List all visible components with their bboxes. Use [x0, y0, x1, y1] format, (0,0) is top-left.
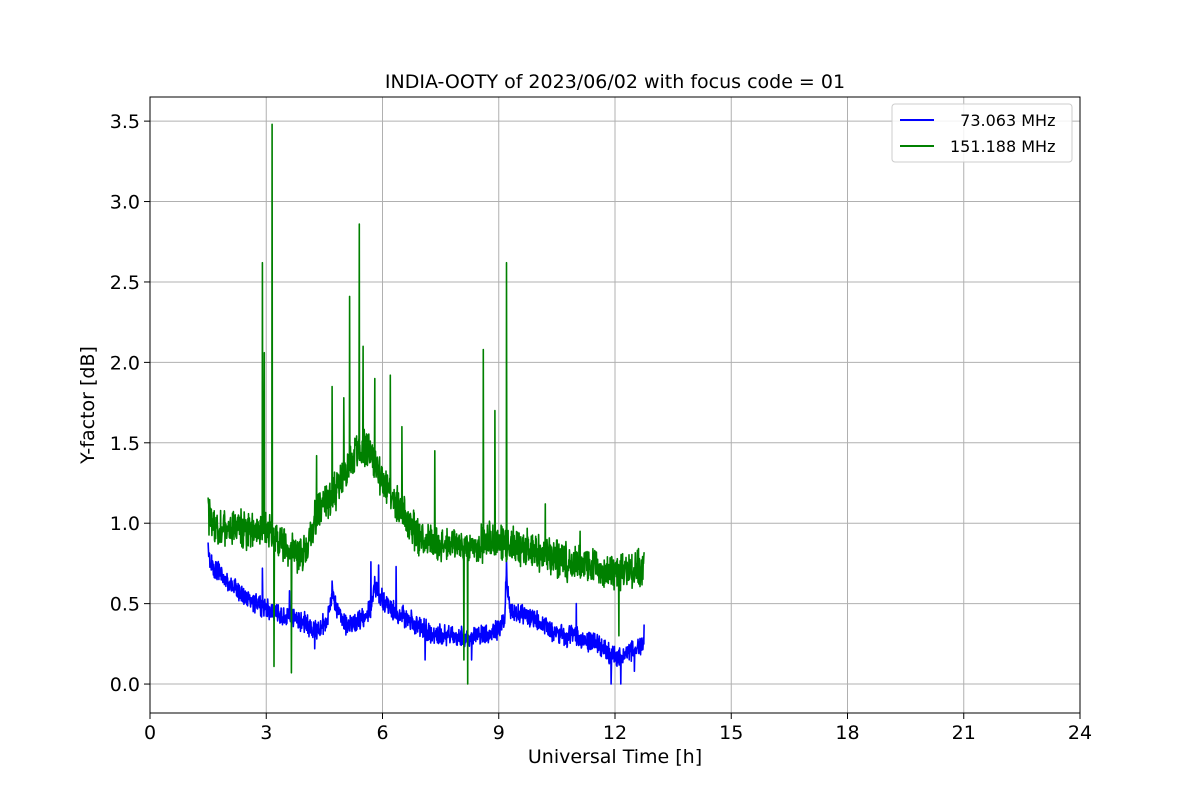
y-tick-label: 0.0 — [110, 674, 140, 696]
chart-title: INDIA-OOTY of 2023/06/02 with focus code… — [385, 71, 845, 93]
x-tick-label: 18 — [835, 722, 859, 744]
y-tick-label: 3.5 — [110, 111, 140, 133]
y-tick-label: 0.5 — [110, 594, 140, 616]
x-tick-label: 9 — [493, 722, 505, 744]
ticks: 0 3 6 9 12 15 18 21 24 0.0 0.5 1.0 1.5 2.0 2.5 3.0 3.5 — [110, 111, 1092, 744]
series-line — [207, 542, 645, 685]
x-tick-label: 6 — [376, 722, 388, 744]
y-tick-label: 2.0 — [110, 352, 140, 374]
y-tick-label: 1.5 — [110, 433, 140, 455]
x-axis-label: Universal Time [h] — [528, 746, 702, 768]
x-tick-label: 12 — [603, 722, 627, 744]
legend-label: 151.188 MHz — [950, 137, 1055, 156]
x-tick-label: 24 — [1068, 722, 1092, 744]
x-tick-label: 15 — [719, 722, 743, 744]
legend-label: 73.063 MHz — [950, 111, 1055, 130]
y-axis-label: Y-factor [dB] — [77, 346, 99, 465]
y-tick-label: 1.0 — [110, 513, 140, 535]
x-tick-label: 21 — [952, 722, 976, 744]
series-line — [207, 123, 645, 685]
x-tick-label: 3 — [260, 722, 272, 744]
legend: 73.063 MHz 151.188 MHz — [891, 103, 1073, 163]
y-tick-label: 3.0 — [110, 192, 140, 214]
x-tick-label: 0 — [144, 722, 156, 744]
y-tick-label: 2.5 — [110, 272, 140, 294]
series-layer — [207, 123, 645, 685]
legend-box — [891, 103, 1073, 163]
